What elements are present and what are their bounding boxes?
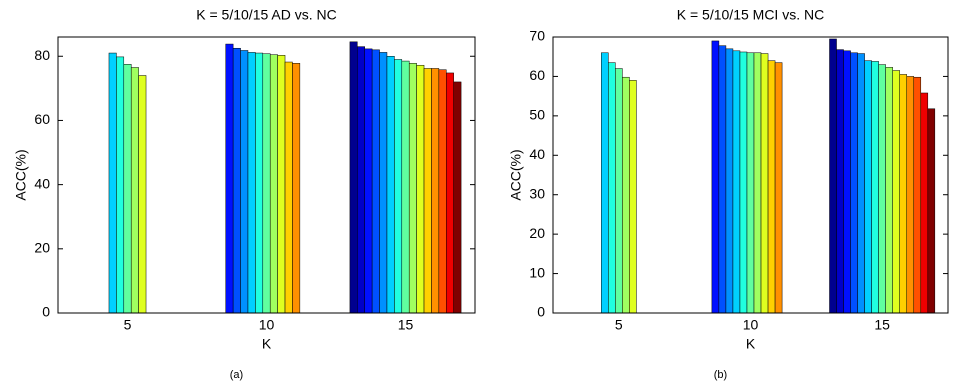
y-tick-label: 20 xyxy=(34,240,50,256)
y-tick-label: 40 xyxy=(529,146,545,162)
caption: (a) xyxy=(230,369,243,381)
bar xyxy=(453,81,462,314)
bar xyxy=(774,62,783,314)
bar xyxy=(277,55,286,314)
x-tick-label: 15 xyxy=(874,317,890,333)
bar xyxy=(269,54,278,314)
bar xyxy=(608,62,616,314)
bar xyxy=(829,38,837,314)
bar xyxy=(920,92,929,314)
bar xyxy=(615,68,623,314)
bar xyxy=(364,48,373,314)
bar xyxy=(401,60,410,314)
plot-frame xyxy=(57,36,476,314)
bar xyxy=(108,52,117,314)
bar xyxy=(629,80,637,314)
bar xyxy=(843,50,851,314)
bar xyxy=(753,52,762,314)
y-tick-label: 20 xyxy=(529,225,545,241)
bar xyxy=(760,53,769,314)
bar xyxy=(864,60,872,314)
bar xyxy=(601,52,609,314)
bar xyxy=(718,45,727,314)
bar xyxy=(446,72,454,314)
bar xyxy=(262,53,271,314)
y-tick-label: 60 xyxy=(529,67,545,83)
bar xyxy=(767,60,776,314)
x-tick-label: 5 xyxy=(615,317,623,333)
bar xyxy=(885,67,893,314)
chart-title: K = 5/10/15 MCI vs. NC xyxy=(677,7,824,23)
caption: (b) xyxy=(714,369,727,381)
bar xyxy=(255,52,264,314)
bar xyxy=(416,64,425,314)
bar xyxy=(423,68,432,314)
y-tick-label: 0 xyxy=(42,304,50,320)
bar xyxy=(622,76,630,314)
x-axis-label: K xyxy=(262,336,272,352)
x-tick-label: 15 xyxy=(398,317,414,333)
subplot: 0 20 40 60 80 5 10 15 K = 5/10/15 AD vs. NC K ACC(… xyxy=(13,7,476,381)
bar xyxy=(371,49,380,314)
bar xyxy=(892,70,900,314)
bar xyxy=(130,67,139,314)
bar xyxy=(349,41,358,314)
x-tick-label: 10 xyxy=(259,317,275,333)
bar xyxy=(857,53,865,314)
bar xyxy=(913,76,922,314)
bar xyxy=(394,59,403,314)
chart-title: K = 5/10/15 AD vs. NC xyxy=(196,7,336,23)
y-tick-label: 0 xyxy=(537,304,545,320)
bar xyxy=(247,52,256,314)
bar xyxy=(850,52,858,314)
x-axis-label: K xyxy=(746,336,756,352)
bar xyxy=(871,61,879,314)
y-axis-label: ACC(%) xyxy=(508,149,524,200)
bar xyxy=(408,63,417,314)
bar xyxy=(878,64,886,314)
y-tick-label: 10 xyxy=(529,264,545,280)
bar xyxy=(906,76,915,314)
bar xyxy=(225,43,234,314)
y-tick-label: 80 xyxy=(34,47,50,63)
x-tick-label: 10 xyxy=(743,317,759,333)
bar xyxy=(899,74,907,314)
x-tick-label: 5 xyxy=(124,317,132,333)
bar xyxy=(386,56,395,314)
bar xyxy=(292,63,301,314)
plot-frame xyxy=(552,36,949,314)
bar xyxy=(739,51,748,314)
bar xyxy=(836,49,844,314)
y-axis-label: ACC(%) xyxy=(13,149,29,200)
bar xyxy=(379,52,388,314)
bar xyxy=(357,46,365,314)
bar xyxy=(711,40,720,314)
y-tick-label: 60 xyxy=(34,111,50,127)
bar xyxy=(725,48,734,314)
bar xyxy=(284,61,293,314)
bar xyxy=(232,47,241,314)
bar xyxy=(123,64,132,314)
bar xyxy=(746,52,755,314)
bar xyxy=(732,50,741,314)
bar xyxy=(927,108,936,314)
y-tick-label: 40 xyxy=(34,175,50,191)
bar xyxy=(431,68,440,314)
bar xyxy=(138,75,147,314)
y-tick-label: 70 xyxy=(529,28,545,44)
y-tick-label: 30 xyxy=(529,185,545,201)
bar xyxy=(438,69,447,314)
bar xyxy=(240,50,249,314)
y-tick-label: 50 xyxy=(529,107,545,123)
bar xyxy=(116,56,125,314)
subplot: 0 10 20 30 40 50 60 70 5 10 15 K = 5/10/15 MCI vs. … xyxy=(508,7,949,381)
